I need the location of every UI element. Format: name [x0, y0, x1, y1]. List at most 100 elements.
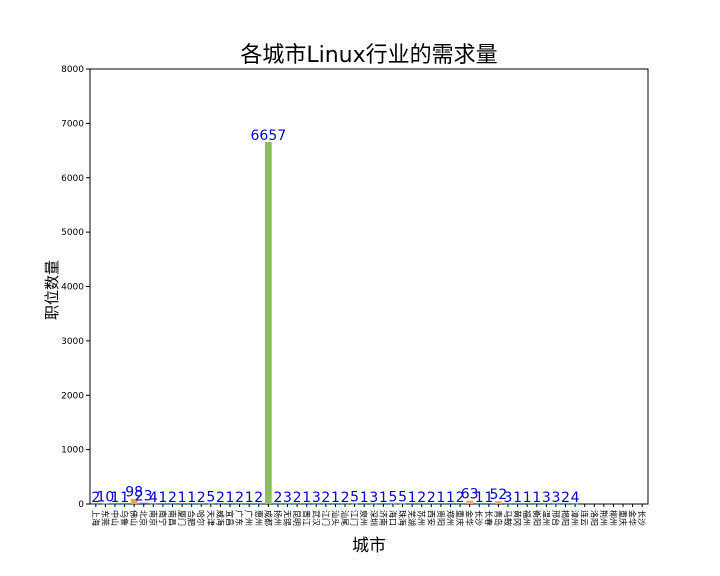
- x-tick-label: 黄冈: [513, 510, 523, 526]
- y-axis-label: 职位数量: [43, 260, 61, 320]
- x-tick-label: 江门: [321, 510, 331, 526]
- x-ticks: 上海 东莞 中山 乌鲁 佛山 北京 南京 南宁 南昌 厦门 合肥 哈尔 天津 威海 宜昌 广东 广州 惠州 成都 扬州…: [91, 504, 647, 526]
- y-ticks: 0 1000 2000 3000 4000 5000 6000 7000 8000: [61, 65, 90, 510]
- data-label: 3: [369, 490, 378, 506]
- x-tick-label: 青岛: [493, 510, 503, 526]
- data-label: 1: [302, 490, 311, 506]
- data-label: 1: [408, 490, 417, 506]
- x-tick-label: 温州: [541, 510, 550, 526]
- x-tick-label: 南昌: [167, 510, 177, 526]
- x-tick-label: 厦门: [177, 510, 187, 526]
- data-label: 2: [427, 490, 436, 506]
- data-label: 1: [523, 490, 532, 506]
- data-label: 1: [245, 490, 254, 506]
- y-tick-label: 5000: [61, 228, 84, 238]
- data-label: 1: [158, 490, 167, 506]
- data-label: 1: [187, 490, 196, 506]
- x-tick-label: 荆州: [599, 510, 609, 526]
- y-tick-label: 0: [78, 500, 84, 510]
- x-tick-label: 乌鲁: [120, 510, 130, 526]
- data-label: 2: [561, 490, 570, 506]
- data-label: 2: [216, 490, 225, 506]
- data-label: 1: [111, 490, 120, 506]
- x-tick-label: 深圳: [369, 510, 379, 526]
- data-label: 5: [350, 490, 359, 506]
- data-label: 2: [235, 490, 244, 506]
- data-label: 2: [321, 490, 330, 506]
- x-tick-label: 重庆: [618, 510, 628, 526]
- data-label: 3: [283, 490, 292, 506]
- x-tick-label: 宜昌: [225, 510, 235, 526]
- x-tick-label: 江门: [350, 510, 360, 526]
- data-label: 3: [504, 490, 513, 506]
- x-tick-label: 广东: [235, 510, 245, 526]
- x-tick-label: 重庆: [455, 510, 465, 526]
- data-label: 2: [293, 490, 302, 506]
- x-tick-label: 中山: [110, 510, 120, 526]
- plot-frame: [90, 69, 648, 504]
- data-label: 4: [571, 490, 580, 506]
- x-tick-label: 无锡: [283, 510, 292, 526]
- x-tick-label: 西安: [426, 510, 436, 526]
- x-tick-label: 洛阳: [589, 510, 599, 526]
- chart-title: 各城市Linux行业的需求量: [240, 43, 497, 68]
- x-tick-label: 济南: [378, 510, 388, 526]
- x-tick-label: 北京: [139, 510, 149, 526]
- data-label: 1: [379, 490, 388, 506]
- data-label: 1: [331, 490, 340, 506]
- x-tick-label: 贵阳: [436, 510, 446, 526]
- x-tick-label: 福州: [522, 510, 531, 526]
- y-tick-label: 4000: [61, 283, 84, 293]
- x-tick-label: 衡阳: [532, 510, 542, 526]
- x-tick-label: 海口: [388, 510, 398, 526]
- data-label: 1: [436, 490, 445, 506]
- data-label: 1: [178, 490, 187, 506]
- x-tick-label: 长沙: [637, 510, 647, 526]
- data-label: 3: [551, 490, 560, 506]
- data-label: 2: [254, 490, 263, 506]
- x-tick-label: 连云: [580, 510, 590, 526]
- data-label: 1: [360, 490, 369, 506]
- x-tick-label: 南京: [148, 510, 158, 526]
- x-tick-label: 珠海: [398, 510, 408, 526]
- x-tick-label: 哈尔: [196, 510, 206, 526]
- x-tick-label: 惠州: [254, 510, 264, 526]
- y-tick-label: 8000: [61, 65, 84, 75]
- x-tick-label: 金华: [465, 510, 475, 526]
- data-label: 2: [197, 490, 206, 506]
- x-tick-label: 广州: [244, 510, 254, 526]
- x-tick-label: 芜湖: [407, 510, 417, 526]
- y-tick-label: 1000: [61, 446, 84, 456]
- x-tick-label: 佛山: [129, 510, 139, 526]
- x-tick-label: 长春: [484, 510, 494, 526]
- x-tick-label: 上海: [91, 510, 101, 526]
- x-tick-label: 柳州: [608, 510, 618, 526]
- x-tick-label: 合肥: [187, 510, 197, 526]
- x-tick-label: 汕尾: [340, 510, 350, 526]
- y-tick-label: 3000: [61, 337, 84, 347]
- data-label: 1: [226, 490, 235, 506]
- x-tick-label: 武汉: [311, 510, 321, 526]
- y-tick-label: 2000: [61, 391, 84, 401]
- x-tick-label: 苏州: [417, 510, 427, 526]
- data-label: 5: [398, 490, 407, 506]
- data-label: 2: [417, 490, 426, 506]
- data-label: 1: [532, 490, 541, 506]
- data-label: 2: [273, 490, 282, 506]
- x-tick-label: 南宁: [158, 510, 168, 526]
- bar: [265, 142, 272, 504]
- x-tick-label: 揭阳: [561, 510, 571, 526]
- x-tick-label: 威海: [215, 510, 225, 526]
- x-tick-label: 泉州: [359, 510, 369, 526]
- x-tick-label: 马鞍: [503, 510, 513, 526]
- x-tick-label: 天津: [206, 510, 216, 526]
- y-tick-label: 7000: [61, 119, 84, 129]
- bars: [92, 142, 578, 505]
- data-label: 2: [168, 490, 177, 506]
- x-tick-label: 邢台: [551, 510, 561, 526]
- x-tick-label: 昆明: [292, 510, 301, 526]
- x-tick-label: 漳州: [570, 510, 580, 526]
- data-label: 2: [341, 490, 350, 506]
